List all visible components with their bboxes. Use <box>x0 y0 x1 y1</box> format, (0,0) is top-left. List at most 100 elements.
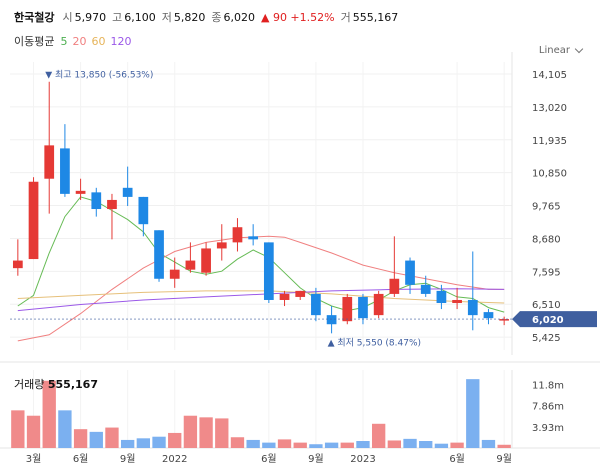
volume-tick-label: 7.86m <box>532 402 564 413</box>
volume-bar <box>371 423 386 448</box>
candle-body <box>499 319 510 321</box>
volume-bar <box>120 439 135 448</box>
scale-mode-label: Linear <box>538 45 570 56</box>
low-label: 저 <box>161 11 172 24</box>
volume-bar <box>450 442 464 448</box>
candle-body <box>436 290 447 304</box>
candle-body <box>295 290 306 297</box>
candle-body <box>279 293 290 300</box>
volume-bar <box>466 379 480 448</box>
high-annotation: ▼ 최고 13,850 (-56.53%) <box>45 70 153 81</box>
volume-bar <box>497 444 511 448</box>
volume-label: 거 <box>340 11 351 24</box>
ma-20-label: 20 <box>72 34 87 48</box>
low-annotation: ▲ 최저 5,550 (8.47%) <box>328 337 421 348</box>
volume-bar <box>293 442 307 448</box>
y-tick-label: 7,595 <box>532 267 561 278</box>
candle-body <box>185 260 196 270</box>
ma60-line <box>17 290 505 304</box>
volume-bar <box>230 437 245 448</box>
ma120-line <box>17 288 505 312</box>
candle-body <box>326 315 337 325</box>
ma-title: 이동평균 <box>14 35 55 48</box>
ma-5-label: 5 <box>60 34 68 48</box>
change-value: ▲ 90 +1.52% <box>260 10 335 24</box>
volume-bar <box>481 439 496 448</box>
x-tick-label: 6월 <box>73 453 89 465</box>
y-tick-label: 13,020 <box>532 103 567 114</box>
candle-body <box>420 284 431 294</box>
y-tick-label: 5,425 <box>532 333 561 344</box>
high-label: 고 <box>112 11 123 24</box>
volume-bar <box>419 441 433 448</box>
candle-body <box>248 236 259 240</box>
x-tick-label: 2023 <box>350 454 375 465</box>
y-tick-label: 10,850 <box>532 169 567 180</box>
volume-tick-label: 11.8m <box>532 381 564 392</box>
low-value: 5,820 <box>173 10 206 24</box>
volume-title: 거래량 555,167 <box>14 378 98 391</box>
x-tick-label: 2022 <box>162 454 187 465</box>
volume-bar <box>168 432 182 448</box>
candle-body <box>342 296 353 322</box>
candle-body <box>358 296 368 319</box>
ma-120-label: 120 <box>110 34 132 48</box>
high-value: 6,100 <box>124 10 156 24</box>
candle-body <box>201 248 211 273</box>
candle-body <box>154 230 164 279</box>
x-tick-label: 6월 <box>449 453 465 465</box>
volume-bar <box>152 436 166 448</box>
candle-body <box>138 196 149 225</box>
moving-average-legend[interactable]: 이동평균 5 20 60 120 <box>14 33 136 49</box>
x-tick-label: 9월 <box>308 453 324 465</box>
candle-body <box>373 293 384 316</box>
candle-body <box>12 260 23 269</box>
volume-bar <box>215 418 229 448</box>
close-label: 종 <box>211 11 222 24</box>
open-label: 시 <box>62 11 73 24</box>
current-price-label: 6,020 <box>532 315 564 326</box>
y-tick-label: 14,105 <box>532 70 567 81</box>
close-value: 6,020 <box>223 10 255 24</box>
open-value: 5,970 <box>74 10 107 24</box>
x-tick-label: 9월 <box>496 453 512 465</box>
volume-bar <box>58 410 72 448</box>
volume-bar <box>26 415 41 448</box>
y-tick-label: 11,935 <box>532 136 567 147</box>
candle-body <box>44 145 55 179</box>
candle-body <box>389 278 400 294</box>
stock-name: 한국철강 <box>14 11 55 24</box>
volume-bar <box>183 415 198 448</box>
volume-bar <box>136 438 151 448</box>
volume-bar <box>73 429 88 448</box>
ma20-line <box>17 235 505 342</box>
volume-bar <box>340 442 354 448</box>
candle-body <box>452 299 462 304</box>
volume-bar <box>246 439 260 448</box>
candle-body <box>467 299 478 316</box>
y-tick-label: 9,765 <box>532 202 561 213</box>
candle-body <box>483 312 494 319</box>
candle-body <box>405 260 415 285</box>
candle-body <box>232 227 243 243</box>
candle-body <box>122 187 133 197</box>
candle-body <box>169 269 180 279</box>
candle-body <box>75 190 86 194</box>
scale-mode-dropdown[interactable]: Linear <box>538 44 584 56</box>
candle-body <box>60 148 70 194</box>
volume-bar <box>403 438 417 448</box>
x-tick-label: 6월 <box>261 453 277 465</box>
stock-header: 한국철강 시 5,970 고 6,100 저 5,820 종 6,020 ▲ 9… <box>14 8 404 26</box>
volume-bar <box>199 417 213 448</box>
volume-bar <box>105 427 119 448</box>
current-price-tag <box>512 311 597 328</box>
y-tick-label: 8,680 <box>532 234 561 245</box>
x-tick-label: 9월 <box>120 453 136 465</box>
candle-body <box>311 293 321 316</box>
volume-bar <box>11 410 25 448</box>
volume-bar <box>387 440 402 448</box>
candle-body <box>216 242 227 249</box>
volume-bar <box>262 442 276 448</box>
x-tick-label: 3월 <box>26 453 42 465</box>
